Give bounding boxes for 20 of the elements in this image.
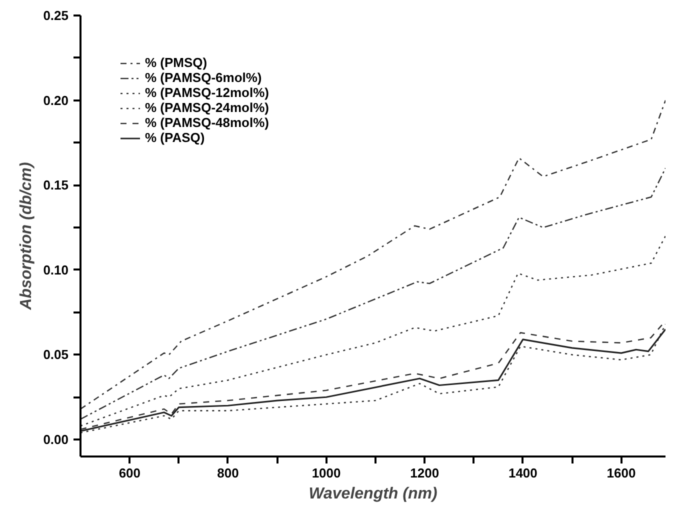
legend-label: % (PASQ) bbox=[145, 130, 205, 145]
x-axis-title: Wavelength (nm) bbox=[308, 486, 438, 502]
y-tick-label: 0.10 bbox=[43, 262, 69, 278]
x-tick-label: 1400 bbox=[508, 466, 538, 480]
legend-label: % (PAMSQ-12mol%) bbox=[145, 85, 269, 100]
x-tick-label: 800 bbox=[217, 466, 239, 480]
legend-label: % (PAMSQ-48mol%) bbox=[145, 115, 269, 130]
x-tick-label: 1000 bbox=[312, 466, 341, 480]
x-tick-label: 1600 bbox=[606, 466, 636, 480]
y-tick-label: 0.05 bbox=[43, 347, 69, 362]
y-tick-label: 0.20 bbox=[43, 92, 69, 108]
y-tick-label: 0.00 bbox=[43, 432, 69, 448]
y-tick-label: 0.25 bbox=[43, 8, 69, 23]
legend-label: % (PAMSQ-6mol%) bbox=[145, 70, 262, 85]
legend-label: % (PAMSQ-24mol%) bbox=[145, 100, 269, 115]
x-tick-label: 600 bbox=[118, 466, 141, 480]
x-tick-label: 1200 bbox=[410, 466, 440, 480]
legend-label: % (PMSQ) bbox=[145, 55, 208, 70]
y-tick-label: 0.15 bbox=[43, 178, 69, 193]
y-axis-title: Absorption (db/cm) bbox=[18, 162, 36, 311]
